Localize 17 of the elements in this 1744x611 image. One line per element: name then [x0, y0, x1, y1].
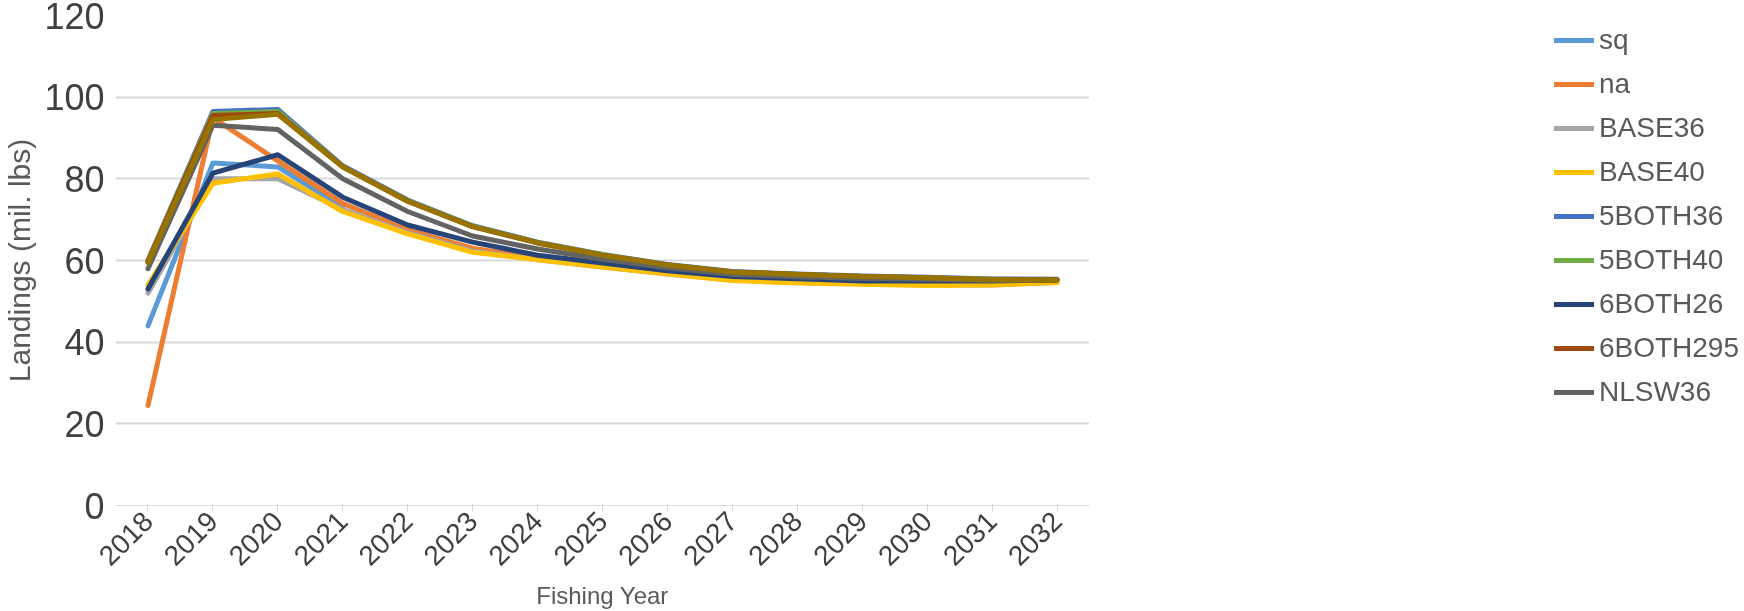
y-tick-label: 40 [64, 322, 105, 364]
legend-label: sq [1598, 23, 1629, 57]
y-tick-label: 60 [64, 240, 105, 282]
y-tick-label: 100 [44, 77, 105, 119]
legend-label: 5BOTH40 [1598, 243, 1724, 277]
legend-label: BASE40 [1598, 155, 1705, 189]
y-tick-label: 80 [64, 158, 105, 200]
legend-label: 6BOTH295 [1598, 331, 1739, 365]
y-axis-title: Landings (mil. lbs) [3, 138, 37, 383]
legend-label: 6BOTH26 [1598, 287, 1724, 321]
y-tick-label: 20 [64, 403, 105, 445]
legend-label: 5BOTH36 [1598, 199, 1724, 233]
y-tick-label: 120 [44, 0, 105, 37]
legend-label: na [1598, 67, 1631, 101]
legend-label: NLSW36 [1598, 375, 1711, 409]
legend-label: BASE36 [1598, 111, 1705, 145]
x-axis-title: Fishing Year [536, 581, 669, 609]
